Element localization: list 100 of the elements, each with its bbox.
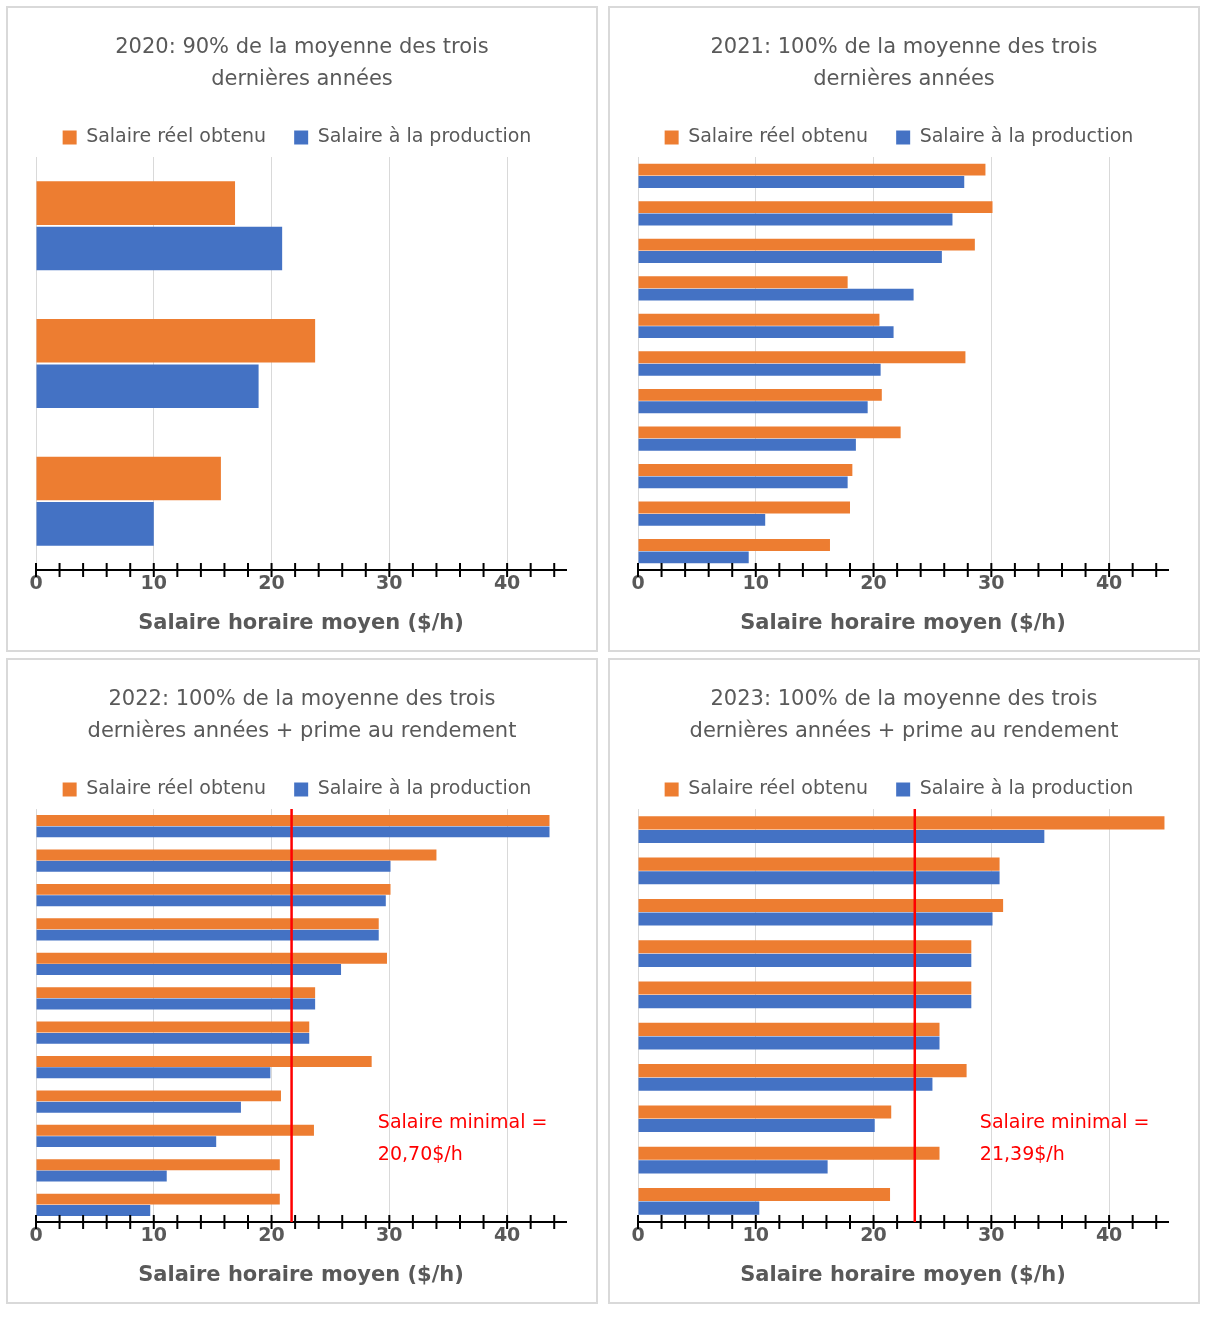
bar bbox=[638, 476, 848, 489]
bar bbox=[638, 513, 766, 526]
bar bbox=[638, 326, 894, 339]
bar bbox=[36, 1055, 372, 1067]
bar bbox=[36, 181, 236, 225]
x-tick-label: 20 bbox=[860, 1223, 887, 1246]
bar bbox=[638, 238, 975, 251]
chart-title: 2020: 90% de la moyenne des trois dernières années bbox=[114, 33, 490, 92]
x-tick-label: 20 bbox=[258, 571, 285, 594]
bar bbox=[36, 1193, 280, 1205]
bar bbox=[638, 551, 749, 564]
bar bbox=[638, 829, 1045, 844]
chart-title: 2022: 100% de la moyenne des trois dernières années + prime au rendement bbox=[86, 685, 518, 744]
legend-label: Salaire à la production bbox=[919, 776, 1134, 799]
bar bbox=[36, 364, 259, 409]
bar bbox=[638, 288, 914, 301]
bar bbox=[638, 1119, 875, 1133]
bar bbox=[638, 539, 830, 551]
bar bbox=[36, 318, 316, 363]
bar bbox=[36, 1170, 167, 1182]
bar bbox=[638, 1064, 967, 1078]
bar bbox=[638, 940, 972, 954]
legend-label: Salaire réel obtenu bbox=[688, 124, 869, 147]
bar bbox=[36, 1101, 241, 1113]
x-axis-title: Salaire horaire moyen ($/h) bbox=[740, 1261, 1066, 1286]
x-tick-label: 20 bbox=[258, 1223, 285, 1246]
x-tick-label: 20 bbox=[860, 571, 887, 594]
bar bbox=[638, 426, 901, 439]
legend-label: Salaire à la production bbox=[317, 124, 532, 147]
bar bbox=[36, 883, 391, 895]
x-tick-label: 40 bbox=[1095, 1223, 1123, 1246]
bar bbox=[638, 401, 868, 414]
x-tick-label: 40 bbox=[1095, 571, 1123, 594]
bar bbox=[36, 964, 342, 976]
bar bbox=[36, 826, 550, 838]
x-axis-title: Salaire horaire moyen ($/h) bbox=[138, 1261, 464, 1286]
bar bbox=[638, 1146, 940, 1160]
bar bbox=[638, 501, 850, 514]
bar bbox=[36, 1205, 151, 1216]
bar bbox=[638, 1187, 891, 1202]
bar bbox=[638, 981, 972, 995]
chart-title: 2021: 100% de la moyenne des trois dernières années bbox=[709, 33, 1099, 92]
x-tick-label: 0 bbox=[631, 1223, 645, 1246]
x-tick-label: 0 bbox=[29, 1223, 43, 1246]
bar bbox=[638, 1105, 892, 1119]
bar bbox=[36, 1159, 280, 1171]
bar bbox=[36, 226, 283, 271]
bar bbox=[36, 895, 386, 907]
bar bbox=[36, 860, 391, 872]
x-tick-label: 0 bbox=[631, 571, 645, 594]
bar bbox=[36, 1136, 217, 1148]
x-tick-label: 40 bbox=[493, 571, 521, 594]
bar bbox=[638, 871, 1000, 885]
bar bbox=[638, 163, 986, 176]
bar bbox=[36, 815, 550, 826]
x-axis-title: Salaire horaire moyen ($/h) bbox=[138, 609, 464, 634]
annotation: Salaire minimal = 20,70$/h bbox=[377, 1109, 548, 1164]
x-tick-label: 40 bbox=[493, 1223, 521, 1246]
bar bbox=[36, 502, 154, 546]
bar bbox=[36, 1124, 314, 1136]
bar bbox=[638, 1022, 940, 1036]
bar bbox=[638, 953, 972, 967]
legend-label: Salaire à la production bbox=[317, 776, 532, 799]
bar bbox=[36, 849, 437, 861]
bar bbox=[638, 912, 993, 926]
bar bbox=[638, 1201, 760, 1215]
legend-label: Salaire réel obtenu bbox=[86, 776, 267, 799]
x-tick-label: 10 bbox=[140, 571, 167, 594]
bar bbox=[638, 351, 966, 364]
x-tick-label: 0 bbox=[29, 571, 43, 594]
bar bbox=[36, 918, 379, 930]
bar bbox=[638, 1077, 933, 1091]
bar bbox=[638, 201, 993, 214]
x-tick-label: 10 bbox=[140, 1223, 167, 1246]
legend-label: Salaire réel obtenu bbox=[86, 124, 267, 147]
bar bbox=[638, 463, 853, 476]
x-tick-label: 30 bbox=[376, 1223, 403, 1246]
bar bbox=[36, 1090, 281, 1102]
bar bbox=[638, 251, 942, 264]
chart-title: 2023: 100% de la moyenne des trois dernières années + prime au rendement bbox=[688, 685, 1120, 744]
bar bbox=[638, 363, 881, 376]
bar bbox=[36, 1067, 271, 1079]
annotation: Salaire minimal = 21,39$/h bbox=[979, 1109, 1150, 1164]
x-axis-title: Salaire horaire moyen ($/h) bbox=[740, 609, 1066, 634]
bar bbox=[36, 952, 387, 964]
bar bbox=[638, 898, 1004, 912]
bar bbox=[638, 213, 953, 226]
bar bbox=[638, 1036, 940, 1050]
legend-label: Salaire réel obtenu bbox=[688, 776, 869, 799]
bar bbox=[638, 276, 848, 289]
bar bbox=[638, 176, 965, 188]
bar bbox=[638, 388, 882, 401]
bar bbox=[36, 998, 316, 1010]
x-tick-label: 10 bbox=[742, 571, 769, 594]
x-tick-label: 10 bbox=[742, 1223, 769, 1246]
bar bbox=[36, 1032, 310, 1044]
legend-label: Salaire à la production bbox=[919, 124, 1134, 147]
bar bbox=[36, 1021, 310, 1033]
bar bbox=[36, 929, 379, 941]
bar bbox=[638, 313, 880, 326]
